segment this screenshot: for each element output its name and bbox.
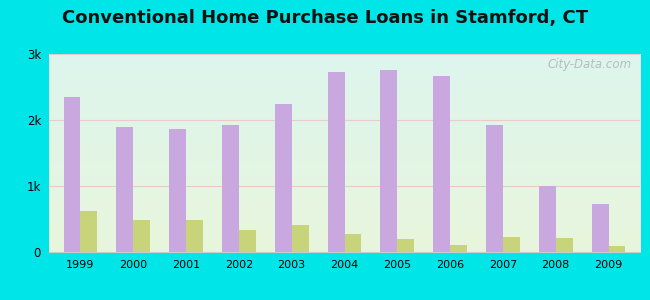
Bar — [380, 70, 397, 252]
Bar — [64, 97, 81, 252]
Bar — [81, 211, 98, 252]
Text: Conventional Home Purchase Loans in Stamford, CT: Conventional Home Purchase Loans in Stam… — [62, 9, 588, 27]
Bar — [503, 238, 520, 252]
Bar — [292, 225, 309, 252]
Bar — [239, 230, 255, 252]
Bar — [608, 246, 625, 252]
Bar — [486, 124, 503, 252]
Bar — [344, 234, 361, 252]
Bar — [328, 73, 345, 252]
Bar — [133, 220, 150, 252]
Bar — [275, 103, 292, 252]
Bar — [222, 124, 239, 252]
Bar — [433, 76, 450, 252]
Bar — [539, 186, 556, 252]
Bar — [592, 205, 608, 252]
Bar — [450, 245, 467, 252]
Text: City-Data.com: City-Data.com — [547, 58, 631, 71]
Bar — [169, 129, 186, 252]
Bar — [556, 238, 573, 252]
Bar — [116, 127, 133, 252]
Bar — [186, 220, 203, 252]
Bar — [397, 239, 414, 252]
